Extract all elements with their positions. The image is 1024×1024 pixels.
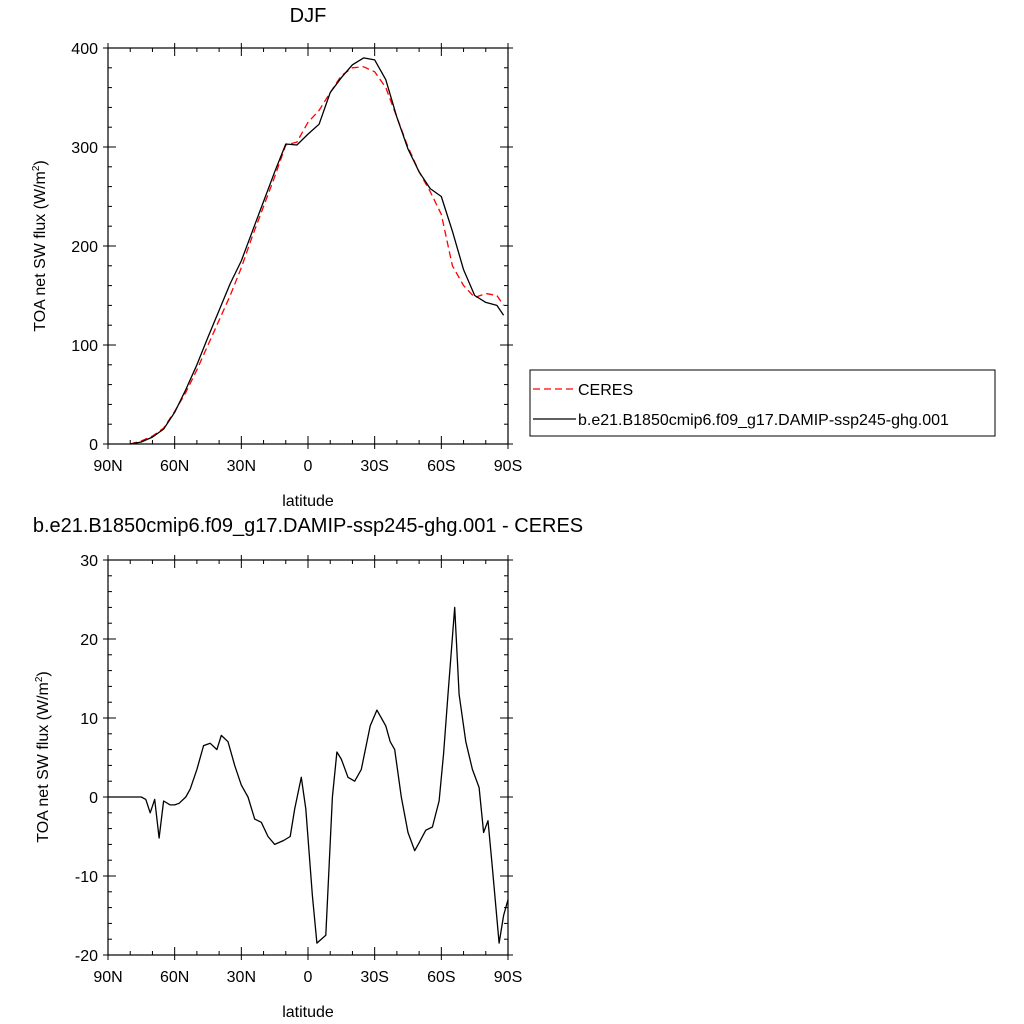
top-x-tick-label: 0 bbox=[304, 458, 313, 475]
top-y-tick-label: 200 bbox=[71, 239, 98, 256]
top-y-tick-label: 300 bbox=[71, 140, 98, 157]
top-x-tick-label: 90N bbox=[93, 458, 122, 475]
bottom-y-axis-label-close: ) bbox=[35, 671, 52, 676]
bottom-x-tick-label: 30S bbox=[360, 969, 388, 986]
top-chart-title: DJF bbox=[290, 5, 327, 27]
bottom-x-tick-label: 30N bbox=[227, 969, 256, 986]
legend-box bbox=[529, 369, 996, 437]
bottom-y-tick-label: 30 bbox=[80, 553, 98, 570]
top-y-tick-label: 0 bbox=[89, 437, 98, 454]
top-x-tick-label: 90S bbox=[494, 458, 522, 475]
bottom-y-axis-label-sup: 2 bbox=[34, 676, 45, 682]
bottom-series-line-0 bbox=[108, 606, 509, 944]
top-y-axis-label-close: ) bbox=[32, 160, 49, 165]
top-x-tick-label: 30S bbox=[360, 458, 388, 475]
top-series-line-1 bbox=[130, 57, 505, 445]
top-y-tick-label: 400 bbox=[71, 41, 98, 58]
top-x-tick-label: 60N bbox=[160, 458, 189, 475]
top-x-axis-label: latitude bbox=[282, 493, 334, 510]
top-ticks bbox=[103, 43, 513, 449]
bottom-y-tick-label: 10 bbox=[80, 711, 98, 728]
top-series-line-0 bbox=[130, 66, 505, 445]
top-x-tick-label: 30N bbox=[227, 458, 256, 475]
bottom-panel: b.e21.B1850cmip6.f09_g17.DAMIP-ssp245-gh… bbox=[33, 515, 583, 1021]
bottom-y-tick-label: -20 bbox=[75, 948, 98, 965]
bottom-y-tick-label: 0 bbox=[89, 790, 98, 807]
top-x-tick-labels: 90N 60N 30N 0 30S 60S 90S bbox=[93, 458, 522, 475]
bottom-plot-frame bbox=[107, 559, 509, 956]
bottom-plot-lines bbox=[108, 606, 509, 944]
bottom-x-tick-labels: 90N 60N 30N 0 30S 60S 90S bbox=[93, 969, 522, 986]
bottom-y-axis-label: TOA net SW flux (W/m2) bbox=[34, 671, 52, 843]
bottom-x-tick-label: 60S bbox=[427, 969, 455, 986]
top-panel: DJF 90N 60N 30N 0 30S 60S 90S 0 100 200 300 400 la… bbox=[31, 5, 996, 510]
top-y-axis-label-sup: 2 bbox=[31, 165, 42, 171]
bottom-x-axis-label: latitude bbox=[282, 1004, 334, 1021]
top-y-tick-labels: 0 100 200 300 400 bbox=[71, 41, 98, 454]
legend: CERES b.e21.B1850cmip6.f09_g17.DAMIP-ssp… bbox=[529, 369, 996, 437]
bottom-x-tick-label: 60N bbox=[160, 969, 189, 986]
bottom-x-tick-label: 90N bbox=[93, 969, 122, 986]
legend-ceres-label: CERES bbox=[578, 382, 633, 399]
top-x-tick-label: 60S bbox=[427, 458, 455, 475]
top-y-tick-label: 100 bbox=[71, 338, 98, 355]
bottom-y-tick-label: 20 bbox=[80, 632, 98, 649]
bottom-y-tick-label: -10 bbox=[75, 869, 98, 886]
bottom-y-axis-label-main: TOA net SW flux (W/m bbox=[35, 682, 52, 843]
bottom-chart-title: b.e21.B1850cmip6.f09_g17.DAMIP-ssp245-gh… bbox=[33, 515, 583, 537]
bottom-x-tick-label: 0 bbox=[304, 969, 313, 986]
top-y-axis-label-main: TOA net SW flux (W/m bbox=[32, 171, 49, 332]
legend-model-label: b.e21.B1850cmip6.f09_g17.DAMIP-ssp245-gh… bbox=[578, 412, 949, 429]
top-plot-lines bbox=[130, 57, 505, 445]
bottom-y-tick-labels: -20 -10 0 10 20 30 bbox=[75, 553, 98, 965]
bottom-x-tick-label: 90S bbox=[494, 969, 522, 986]
bottom-ticks bbox=[103, 555, 513, 960]
top-y-axis-label: TOA net SW flux (W/m2) bbox=[31, 160, 49, 332]
